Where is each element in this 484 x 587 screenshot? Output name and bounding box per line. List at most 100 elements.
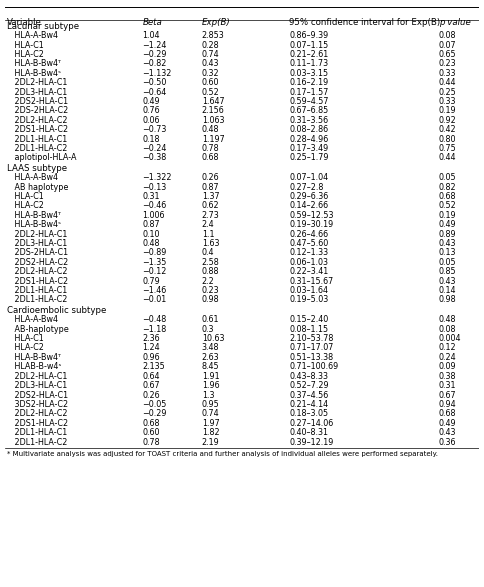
Text: 2DS1-HLA-C2: 2DS1-HLA-C2 (7, 419, 68, 428)
Text: 0.16–2.19: 0.16–2.19 (289, 78, 329, 87)
Text: 0.71–17.07: 0.71–17.07 (289, 343, 334, 353)
Text: −0.38: −0.38 (142, 153, 166, 163)
Text: 3.48: 3.48 (202, 343, 219, 353)
Text: 0.52–7.29: 0.52–7.29 (289, 381, 329, 390)
Text: p value: p value (439, 18, 470, 27)
Text: 2DL3-HLA-C1: 2DL3-HLA-C1 (7, 381, 67, 390)
Text: 0.05: 0.05 (439, 173, 456, 182)
Text: −1.18: −1.18 (142, 325, 166, 333)
Text: 0.47–5.60: 0.47–5.60 (289, 239, 329, 248)
Text: 0.27–2.8: 0.27–2.8 (289, 183, 324, 191)
Text: −1.35: −1.35 (142, 258, 167, 267)
Text: HLA-C1: HLA-C1 (7, 334, 44, 343)
Text: 0.13: 0.13 (439, 248, 456, 258)
Text: HLA-C1: HLA-C1 (7, 41, 44, 49)
Text: −0.12: −0.12 (142, 267, 167, 276)
Text: 0.26: 0.26 (202, 173, 219, 182)
Text: 0.78: 0.78 (202, 144, 219, 153)
Text: −0.48: −0.48 (142, 315, 166, 324)
Text: 0.19: 0.19 (439, 211, 456, 220)
Text: 2DL1-HLA-C2: 2DL1-HLA-C2 (7, 144, 68, 153)
Text: 1.006: 1.006 (142, 211, 165, 220)
Text: −0.89: −0.89 (142, 248, 167, 258)
Text: 0.92: 0.92 (439, 116, 456, 125)
Text: 0.48: 0.48 (142, 239, 160, 248)
Text: 1.96: 1.96 (202, 381, 219, 390)
Text: 2DS-2HLA-C2: 2DS-2HLA-C2 (7, 106, 68, 116)
Text: 2DS1-HLA-C2: 2DS1-HLA-C2 (7, 125, 68, 134)
Text: −0.29: −0.29 (142, 50, 167, 59)
Text: LAAS subtype: LAAS subtype (7, 164, 67, 173)
Text: 2DL1-HLA-C2: 2DL1-HLA-C2 (7, 437, 68, 447)
Text: 0.18–3.05: 0.18–3.05 (289, 409, 329, 419)
Text: 0.59–12.53: 0.59–12.53 (289, 211, 334, 220)
Text: Cardioembolic subtype: Cardioembolic subtype (7, 306, 106, 315)
Text: −0.64: −0.64 (142, 87, 166, 97)
Text: 1.647: 1.647 (202, 97, 224, 106)
Text: 2.19: 2.19 (202, 437, 219, 447)
Text: 2.2: 2.2 (202, 276, 214, 286)
Text: 2.58: 2.58 (202, 258, 219, 267)
Text: 0.08: 0.08 (439, 31, 456, 40)
Text: 1.197: 1.197 (202, 134, 225, 144)
Text: −0.73: −0.73 (142, 125, 167, 134)
Text: 2.156: 2.156 (202, 106, 225, 116)
Text: 0.59–4.57: 0.59–4.57 (289, 97, 329, 106)
Text: 2DL1-HLA-C1: 2DL1-HLA-C1 (7, 286, 67, 295)
Text: 0.60: 0.60 (142, 428, 160, 437)
Text: 1.04: 1.04 (142, 31, 160, 40)
Text: 1.63: 1.63 (202, 239, 219, 248)
Text: 0.40–8.31: 0.40–8.31 (289, 428, 329, 437)
Text: HLA-B-Bw4ᵀ: HLA-B-Bw4ᵀ (7, 211, 61, 220)
Text: 0.21–4.14: 0.21–4.14 (289, 400, 329, 409)
Text: 0.98: 0.98 (439, 295, 456, 305)
Text: 2.73: 2.73 (202, 211, 219, 220)
Text: 1.1: 1.1 (202, 230, 214, 239)
Text: 0.07–1.04: 0.07–1.04 (289, 173, 329, 182)
Text: 0.48: 0.48 (202, 125, 219, 134)
Text: HLA-A-Bw4: HLA-A-Bw4 (7, 315, 58, 324)
Text: 0.17–3.49: 0.17–3.49 (289, 144, 329, 153)
Text: 0.24: 0.24 (439, 353, 456, 362)
Text: 0.79: 0.79 (142, 276, 160, 286)
Text: 0.43: 0.43 (202, 59, 219, 68)
Text: 2DL1-HLA-C2: 2DL1-HLA-C2 (7, 295, 68, 305)
Text: 0.07–1.15: 0.07–1.15 (289, 41, 329, 49)
Text: 0.98: 0.98 (202, 295, 219, 305)
Text: 0.06–1.03: 0.06–1.03 (289, 258, 329, 267)
Text: 0.22–3.41: 0.22–3.41 (289, 267, 329, 276)
Text: 2.63: 2.63 (202, 353, 219, 362)
Text: −0.46: −0.46 (142, 201, 166, 210)
Text: 95% confidence interval for Exp(B): 95% confidence interval for Exp(B) (289, 18, 440, 27)
Text: −0.01: −0.01 (142, 295, 166, 305)
Text: 0.51–13.38: 0.51–13.38 (289, 353, 333, 362)
Text: 2DS2-HLA-C1: 2DS2-HLA-C1 (7, 97, 68, 106)
Text: 0.68: 0.68 (142, 419, 160, 428)
Text: 2DL2-HLA-C2: 2DL2-HLA-C2 (7, 267, 68, 276)
Text: 1.37: 1.37 (202, 192, 219, 201)
Text: 0.14: 0.14 (439, 286, 456, 295)
Text: 0.75: 0.75 (439, 144, 456, 153)
Text: 2.135: 2.135 (142, 362, 165, 372)
Text: 0.43: 0.43 (439, 239, 456, 248)
Text: 0.76: 0.76 (142, 106, 160, 116)
Text: HLAB-B-w4ˢ: HLAB-B-w4ˢ (7, 362, 61, 372)
Text: −1.24: −1.24 (142, 41, 167, 49)
Text: 0.26–4.66: 0.26–4.66 (289, 230, 329, 239)
Text: 0.05: 0.05 (439, 258, 456, 267)
Text: 0.49: 0.49 (439, 419, 456, 428)
Text: HLA-B-Bw4ˢ: HLA-B-Bw4ˢ (7, 220, 61, 230)
Text: 2.36: 2.36 (142, 334, 160, 343)
Text: 0.43–8.33: 0.43–8.33 (289, 372, 329, 381)
Text: 0.42: 0.42 (439, 125, 456, 134)
Text: 0.94: 0.94 (439, 400, 456, 409)
Text: 0.48: 0.48 (439, 315, 456, 324)
Text: 0.37–4.56: 0.37–4.56 (289, 390, 329, 400)
Text: 3DS2-HLA-C2: 3DS2-HLA-C2 (7, 400, 68, 409)
Text: HLA-C2: HLA-C2 (7, 201, 44, 210)
Text: Beta: Beta (142, 18, 162, 27)
Text: 0.49: 0.49 (142, 97, 160, 106)
Text: 0.31: 0.31 (439, 381, 456, 390)
Text: 1.91: 1.91 (202, 372, 219, 381)
Text: HLA-A-Bw4: HLA-A-Bw4 (7, 31, 58, 40)
